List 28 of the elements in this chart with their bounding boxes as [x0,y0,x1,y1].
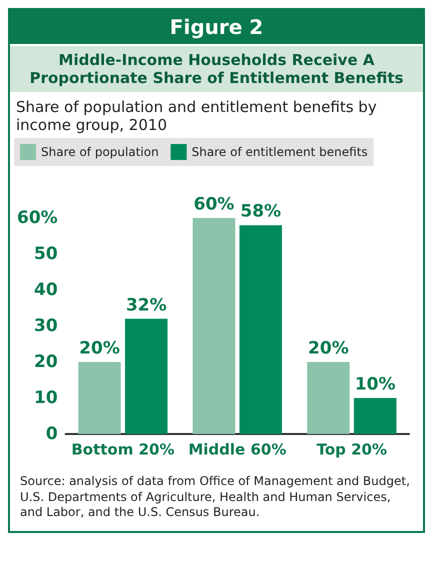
bar [125,318,168,434]
y-tick-label: 50 [34,244,58,264]
y-tick-label: 40 [34,280,58,300]
bar [307,362,350,434]
legend-label: Share of population [41,145,159,159]
y-tick-label: 10 [34,388,58,408]
data-label: 20% [308,338,349,358]
legend-label: Share of entitlement benefits [192,145,368,159]
bar [239,225,282,434]
bar [354,398,396,434]
x-tick-label: Bottom 20% [71,440,174,458]
text: Share of population and entitlement benefits by income group, 2010 [15,97,378,136]
data-label: 58% [240,202,282,222]
source-note: Source: analysis of data from Office of Management and Budget, U.S. Departments of Agriculture, Health and Human Services, and Labor, and the U.S. Census Bureau. [19,473,411,522]
data-label: 32% [126,295,167,316]
data-label: 60% [194,194,234,214]
bar [192,218,236,434]
x-tick-label: Top 20% [316,440,387,458]
chart-subtitle: Middle-Income Households Receive A Proportionate Share of Entitlement Benefits [10,44,423,92]
chart-title: Figure 2 [10,10,423,44]
y-tick-label: 20 [34,352,58,372]
bar [78,362,121,434]
y-tick-label: 60% [16,208,58,228]
data-label: 10% [354,374,396,394]
x-tick-label: Middle 60% [188,440,286,458]
data-label: 20% [79,338,120,358]
y-tick-label: 0 [46,424,58,444]
y-tick-label: 30 [34,316,58,336]
